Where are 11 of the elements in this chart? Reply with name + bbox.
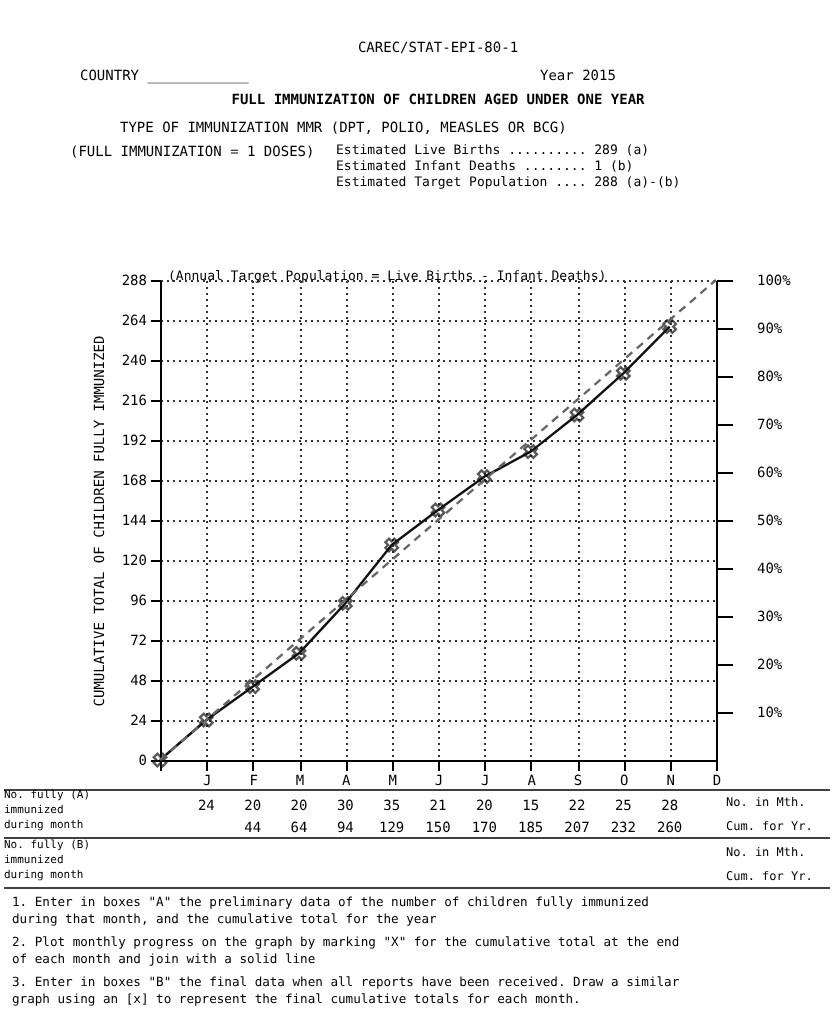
point xyxy=(662,319,678,335)
point xyxy=(245,679,261,695)
point xyxy=(291,645,307,661)
point xyxy=(569,407,585,423)
point xyxy=(523,444,539,460)
point xyxy=(337,595,353,611)
point xyxy=(615,365,631,381)
point xyxy=(198,712,214,728)
point xyxy=(476,469,492,485)
point xyxy=(384,537,400,553)
point xyxy=(430,502,446,518)
